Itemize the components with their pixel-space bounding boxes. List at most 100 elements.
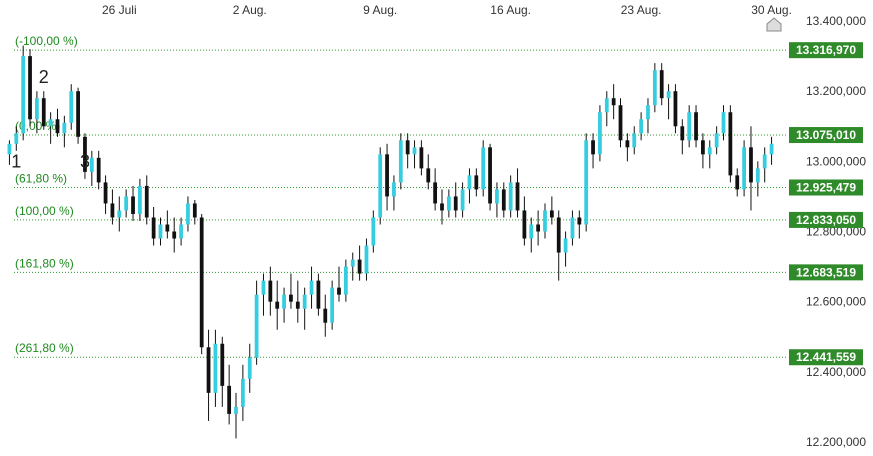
- candle-body: [337, 287, 341, 295]
- candle-body: [62, 122, 67, 134]
- candle-body: [89, 157, 94, 172]
- candle-body: [316, 280, 321, 309]
- x-tick-label: 23 Aug.: [621, 3, 662, 17]
- candle-body: [21, 56, 26, 134]
- candle-body: [666, 91, 671, 99]
- wave-label: 2: [39, 67, 49, 87]
- home-icon[interactable]: [766, 17, 782, 32]
- candle-body: [295, 301, 300, 309]
- candle-body: [323, 308, 328, 323]
- x-tick-label: 9 Aug.: [363, 3, 397, 17]
- x-tick-label: 2 Aug.: [233, 3, 267, 17]
- wave-label: 1: [11, 151, 21, 171]
- candle-body: [584, 140, 589, 225]
- candle-body: [495, 189, 499, 204]
- candle-body: [481, 147, 486, 190]
- candle-body: [350, 259, 355, 267]
- candle-body: [536, 224, 541, 232]
- price-badge: [789, 211, 863, 228]
- candle-body: [28, 56, 32, 120]
- candle-body: [680, 126, 685, 141]
- candle-body: [110, 203, 115, 218]
- fib-label: (100,00 %): [15, 204, 74, 218]
- y-tick-label: 12.800,000: [806, 225, 866, 239]
- candle-body: [268, 280, 273, 302]
- candle-body: [117, 210, 122, 218]
- candle-body: [234, 406, 238, 414]
- candle-body: [357, 259, 362, 274]
- y-tick-label: 12.200,000: [806, 435, 866, 449]
- candle-body: [694, 112, 698, 141]
- candle-body: [371, 217, 376, 246]
- candle-body: [646, 105, 650, 120]
- candles: [7, 45, 774, 439]
- price-badge-label: 12.441,559: [796, 350, 856, 364]
- x-tick-label: 26 Juli: [102, 3, 137, 17]
- candle-body: [474, 175, 479, 190]
- candle-body: [206, 347, 211, 393]
- price-badge: [789, 42, 863, 59]
- candle-body: [412, 147, 417, 155]
- candle-body: [433, 182, 438, 204]
- candle-body: [762, 154, 767, 169]
- price-badge: [789, 127, 863, 144]
- y-axis: 13.400,000 13.200,000 13.000,000 12.800,000…: [806, 14, 866, 449]
- candle-body: [213, 343, 218, 393]
- candle-body: [467, 175, 472, 190]
- candle-body: [529, 224, 534, 239]
- candle-body: [591, 140, 595, 155]
- candle-body: [302, 294, 307, 309]
- candle-body: [556, 217, 561, 253]
- candle-body: [398, 140, 403, 183]
- candle-body: [240, 378, 245, 407]
- candle-body: [769, 143, 774, 155]
- fib-label: (261,80 %): [15, 341, 74, 355]
- price-badges: 13.316,970 13.075,010 12.925,479 12.833,050…: [789, 42, 863, 366]
- candle-body: [515, 182, 520, 211]
- candle-body: [343, 266, 348, 295]
- price-badge-label: 12.683,519: [796, 265, 856, 279]
- candle-body: [289, 294, 293, 302]
- candle-body: [220, 343, 225, 386]
- candle-body: [76, 91, 80, 137]
- candle-body: [701, 140, 705, 155]
- price-badge-label: 13.316,970: [796, 43, 856, 57]
- candle-body: [659, 70, 664, 99]
- candle-body: [131, 196, 135, 214]
- candle-body: [261, 280, 266, 295]
- price-badge-label: 12.833,050: [796, 213, 856, 227]
- candle-body: [227, 385, 232, 414]
- candle-body: [247, 357, 252, 379]
- candle-body: [96, 157, 101, 183]
- candle-body: [309, 280, 314, 295]
- candle-body: [563, 238, 568, 253]
- candle-body: [275, 301, 280, 309]
- candle-body: [385, 154, 389, 197]
- candle-body: [632, 133, 637, 148]
- fibonacci-lines: (-100,00 %)(0,00 %)(61,80 %)(100,00 %)(1…: [14, 34, 787, 358]
- candle-body: [735, 175, 740, 190]
- candle-body: [721, 112, 726, 134]
- candle-body: [14, 133, 19, 144]
- x-tick-label: 16 Aug.: [490, 3, 531, 17]
- candle-body: [598, 112, 602, 155]
- candle-body: [639, 119, 643, 134]
- candle-body: [440, 203, 444, 211]
- candle-body: [508, 182, 513, 211]
- candle-body: [192, 203, 197, 218]
- candle-body: [83, 136, 87, 172]
- candle-body: [55, 119, 60, 134]
- price-badge: [789, 179, 863, 196]
- candle-body: [35, 98, 39, 120]
- candle-body: [282, 294, 286, 309]
- candle-body: [419, 147, 424, 169]
- candle-body: [48, 119, 53, 127]
- candle-body: [687, 112, 692, 141]
- candle-body: [618, 105, 623, 141]
- fib-label: (-100,00 %): [15, 34, 78, 48]
- candle-body: [144, 185, 149, 218]
- candle-body: [138, 185, 142, 214]
- candle-body: [186, 203, 190, 225]
- price-badge: [789, 349, 863, 366]
